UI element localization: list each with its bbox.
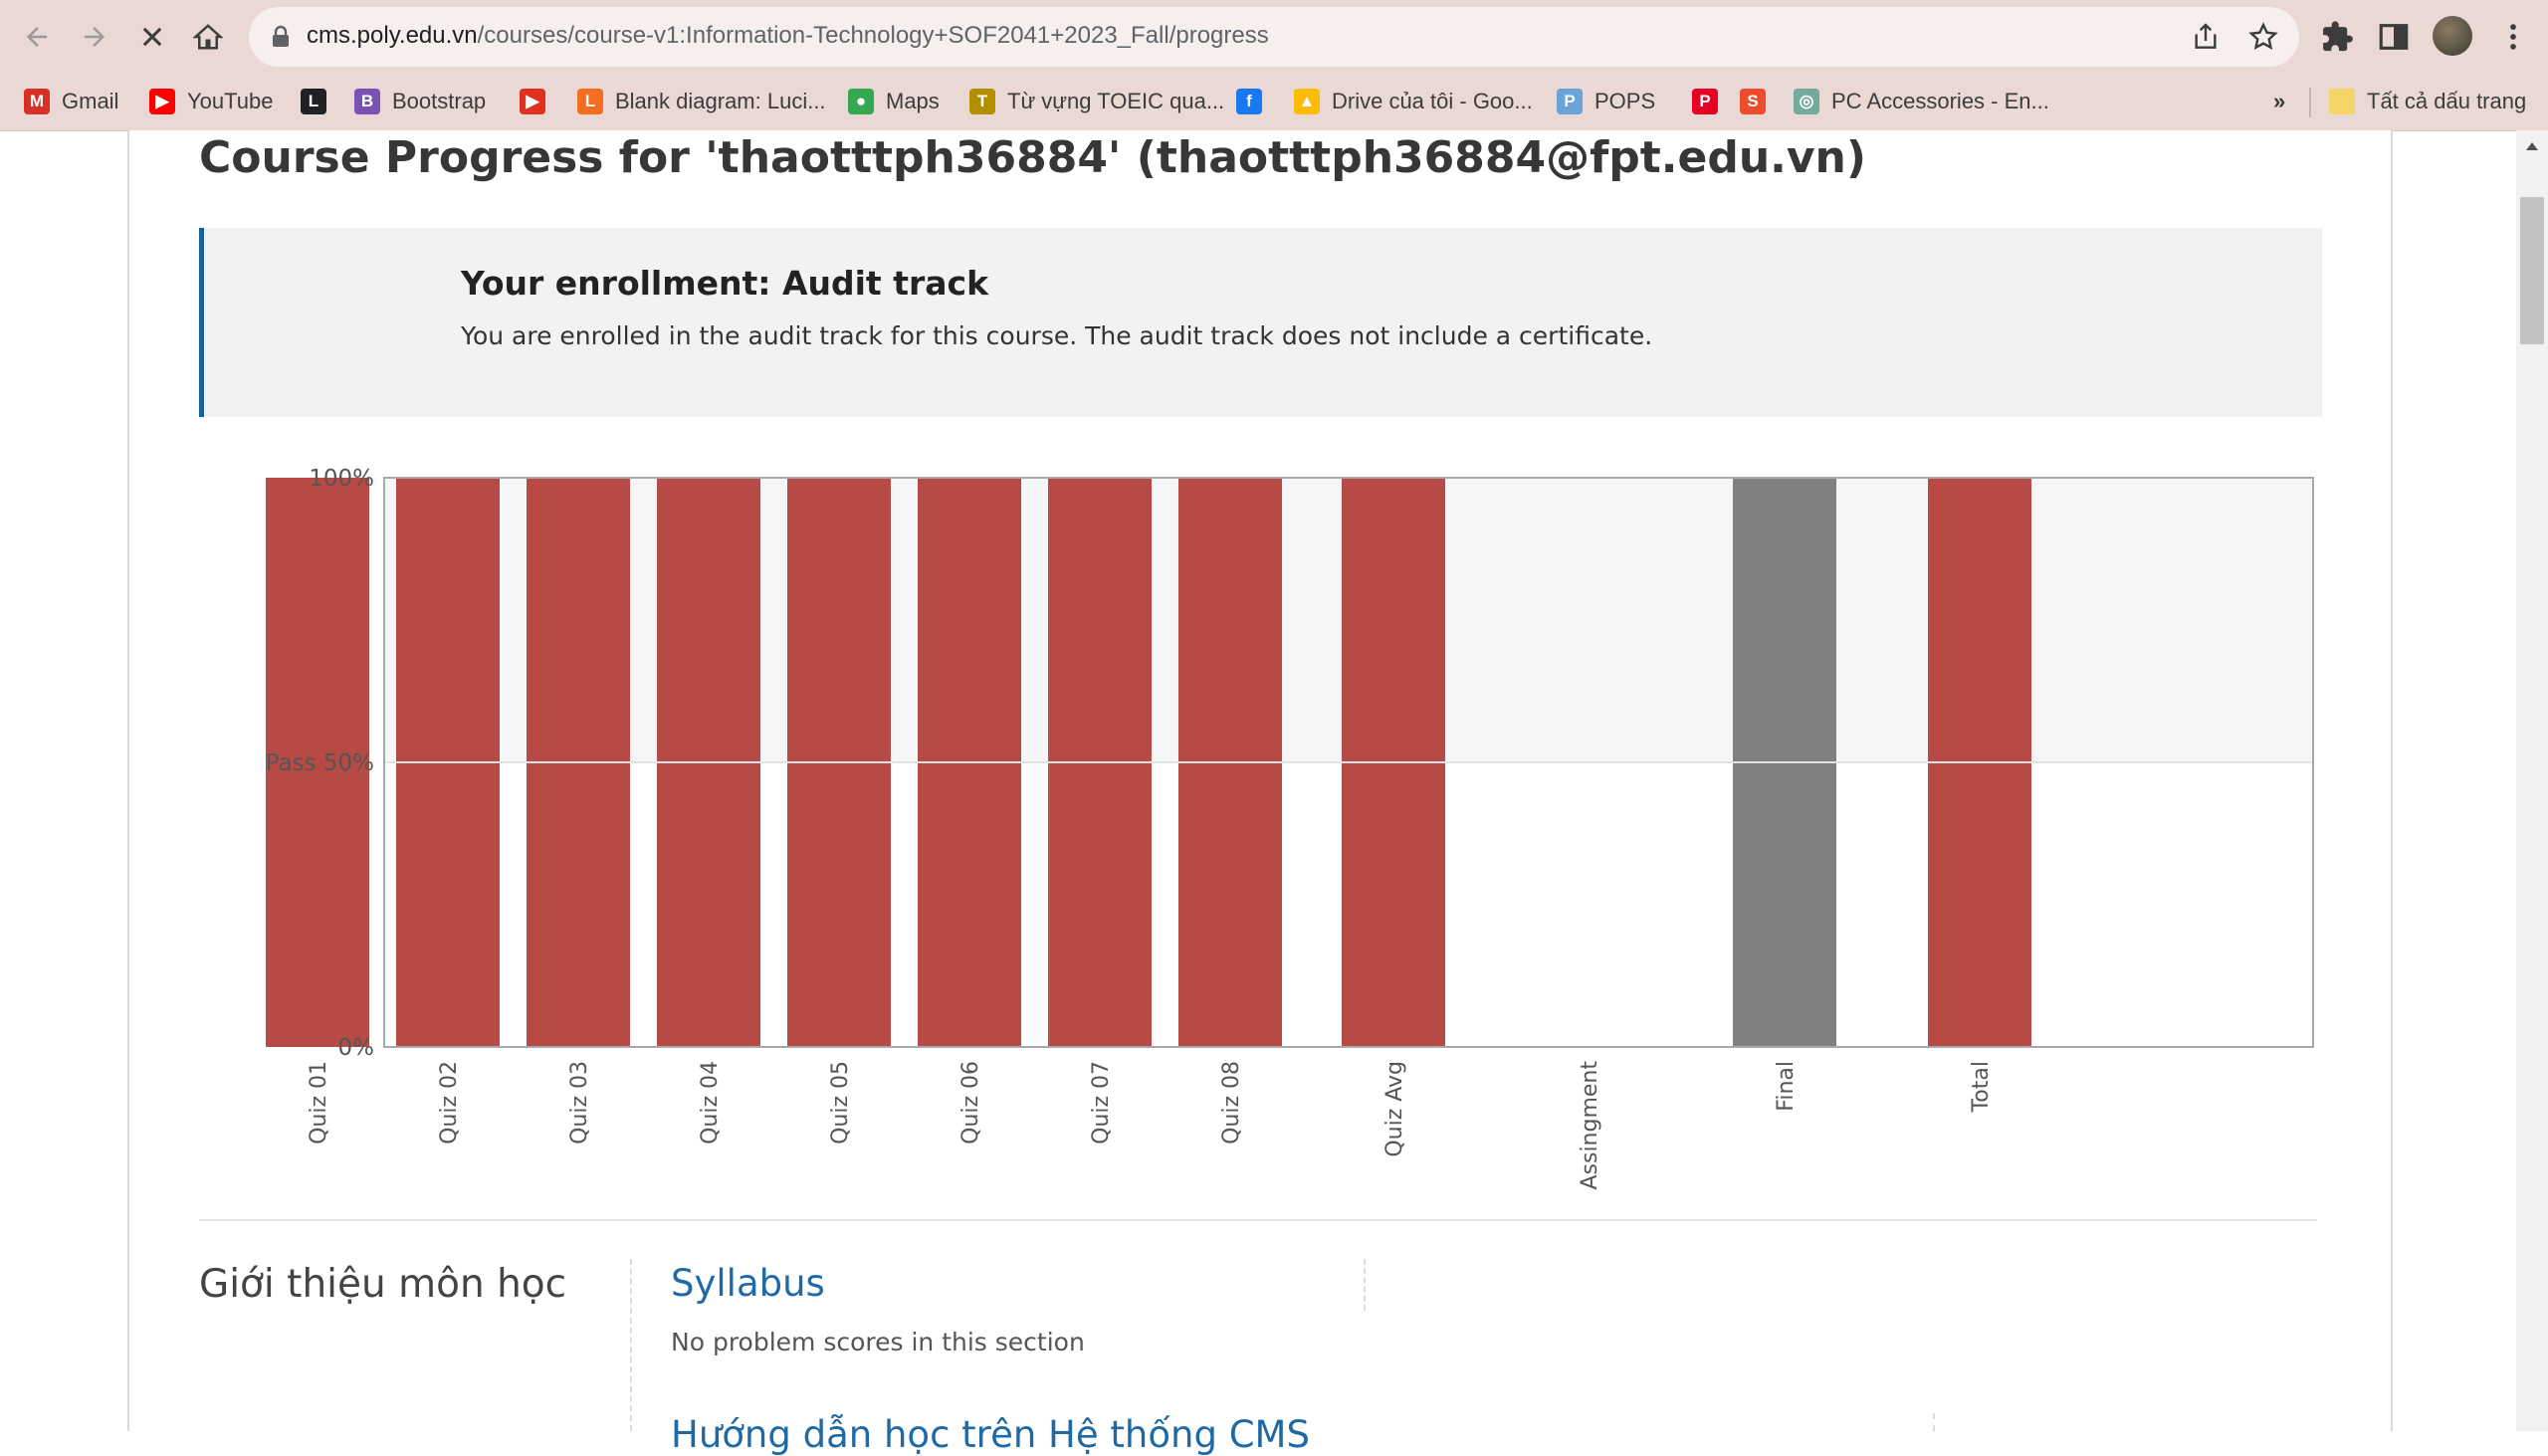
subsection-note: No problem scores in this section <box>671 1328 1085 1356</box>
folder-icon <box>2329 89 2355 114</box>
all-bookmarks-button[interactable]: Tất cả dấu trang <box>2329 84 2526 119</box>
profile-avatar[interactable] <box>2433 16 2472 56</box>
section-divider <box>199 1219 2317 1221</box>
close-icon <box>142 27 162 47</box>
bookmark-item[interactable]: ▶ <box>520 84 557 119</box>
scroll-up-icon[interactable] <box>2524 140 2540 152</box>
stop-loading-button[interactable] <box>133 18 171 56</box>
page-title: Course Progress for 'thaotttph36884' (th… <box>199 132 1866 183</box>
back-button[interactable] <box>18 18 56 56</box>
l-icon: L <box>301 89 326 114</box>
subsection-link-syllabus[interactable]: Syllabus <box>671 1262 825 1305</box>
x-tick-label: Final <box>1774 1061 1799 1112</box>
y-tick-label: 100% <box>309 466 374 492</box>
back-arrow-icon <box>27 27 47 47</box>
x-tick-label: Quiz 01 <box>307 1061 331 1144</box>
bookmark-label: Gmail <box>62 89 119 113</box>
x-tick-label: Quiz 03 <box>567 1061 592 1144</box>
gmail-icon: M <box>24 89 50 114</box>
bookmark-item[interactable]: ● Maps <box>848 84 940 119</box>
star-icon[interactable] <box>2247 21 2279 53</box>
bookmark-item[interactable]: ▲ Drive của tôi - Goo... <box>1294 84 1533 119</box>
bookmark-item[interactable]: T Từ vựng TOEIC qua... <box>969 84 1224 119</box>
progress-chart: 0% Pass 50% 100% Quiz 01 Quiz 02 Quiz 03 Quiz … <box>266 466 2314 1190</box>
home-icon <box>193 24 223 50</box>
y-tick-label: 0% <box>338 1035 375 1061</box>
bookmark-item[interactable]: P <box>1692 84 1730 119</box>
facebook-icon: f <box>1236 89 1262 114</box>
bookmark-label: Từ vựng TOEIC qua... <box>1007 89 1225 113</box>
side-panel-icon[interactable] <box>2377 20 2411 54</box>
x-tick-label: Total <box>1969 1061 1994 1113</box>
openai-icon: ◎ <box>1794 89 1819 114</box>
drive-icon: ▲ <box>1294 89 1320 114</box>
bookmark-label: POPS <box>1594 89 1656 113</box>
pinterest-icon: P <box>1692 89 1718 114</box>
x-tick-label: Assingment <box>1578 1061 1602 1190</box>
extensions-icon[interactable] <box>2321 20 2355 54</box>
bookmarks-bar: M Gmail ▶ YouTube L B Bootstrap ▶ L Blank diagram… <box>0 74 2548 131</box>
subsection-separator <box>1364 1259 1366 1311</box>
x-tick-label: Quiz 07 <box>1089 1061 1114 1144</box>
more-bookmarks-button[interactable]: » <box>2273 89 2286 113</box>
x-tick-label: Quiz 02 <box>437 1061 462 1144</box>
url-path: /courses/course-v1:Information-Technolog… <box>477 22 1269 49</box>
bookmark-item[interactable]: B Bootstrap <box>354 84 486 119</box>
bookmark-label: Blank diagram: Luci... <box>615 89 826 113</box>
bookmark-item[interactable]: ▶ YouTube <box>149 84 273 119</box>
bookmark-label: Bootstrap <box>392 89 487 113</box>
x-tick-label: Quiz Avg <box>1382 1061 1407 1157</box>
bar-quiz-01 <box>266 478 369 1047</box>
bookmark-item[interactable]: M Gmail <box>24 84 118 119</box>
url-host: cms.poly.edu.vn <box>307 22 478 49</box>
shopee-icon: S <box>1740 89 1766 114</box>
forward-button[interactable] <box>76 18 113 56</box>
forward-arrow-icon <box>85 27 105 47</box>
bookmark-label: YouTube <box>187 89 274 113</box>
pops-icon: P <box>1557 89 1583 114</box>
bookmark-item[interactable]: L <box>301 84 338 119</box>
enrollment-title: Your enrollment: Audit track <box>461 264 989 303</box>
share-icon[interactable] <box>2190 21 2222 53</box>
bookmark-label: Drive của tôi - Goo... <box>1332 89 1533 113</box>
bookmark-item[interactable]: f <box>1236 84 1274 119</box>
subsection-link-cms-guide[interactable]: Hướng dẫn học trên Hệ thống CMS <box>671 1413 1310 1456</box>
x-tick-label: Quiz 08 <box>1219 1061 1244 1144</box>
plot-border <box>383 477 2314 1048</box>
bookmark-label: Maps <box>886 89 940 113</box>
y-tick-label: Pass 50% <box>266 750 374 776</box>
bookmark-item[interactable]: L Blank diagram: Luci... <box>577 84 826 119</box>
page-scrollbar[interactable] <box>2516 130 2548 1431</box>
section-title: Giới thiệu môn học <box>199 1262 567 1307</box>
section-separator <box>630 1259 632 1431</box>
bookmarks-separator <box>2309 88 2311 117</box>
scrollbar-thumb[interactable] <box>2520 197 2544 344</box>
bookmark-item[interactable]: S <box>1740 84 1778 119</box>
lock-icon <box>273 25 289 47</box>
maps-icon: ● <box>848 89 874 114</box>
address-bar[interactable]: cms.poly.edu.vn/courses/course-v1:Inform… <box>249 7 2299 67</box>
play-circle-icon: ▶ <box>520 89 545 114</box>
more-menu-icon[interactable] <box>2496 20 2530 54</box>
bootstrap-icon: B <box>354 89 380 114</box>
lucid-icon: L <box>577 89 603 114</box>
x-tick-label: Quiz 04 <box>698 1061 723 1144</box>
youtube-icon: ▶ <box>149 89 175 114</box>
x-tick-label: Quiz 05 <box>828 1061 853 1144</box>
home-button[interactable] <box>189 18 227 56</box>
url-text: cms.poly.edu.vn/courses/course-v1:Inform… <box>307 22 1269 50</box>
browser-toolbar: cms.poly.edu.vn/courses/course-v1:Inform… <box>0 0 2548 74</box>
bookmark-item[interactable]: ◎ PC Accessories - En... <box>1794 84 2049 119</box>
enrollment-text: You are enrolled in the audit track for … <box>461 321 1653 350</box>
toeic-icon: T <box>969 89 995 114</box>
all-bookmarks-label: Tất cả dấu trang <box>2367 89 2527 113</box>
x-tick-label: Quiz 06 <box>958 1061 983 1144</box>
enrollment-banner: Your enrollment: Audit track You are enr… <box>199 228 2322 417</box>
subsection-separator <box>1933 1413 1935 1431</box>
bookmark-label: PC Accessories - En... <box>1831 89 2049 113</box>
bookmark-item[interactable]: P POPS <box>1557 84 1655 119</box>
